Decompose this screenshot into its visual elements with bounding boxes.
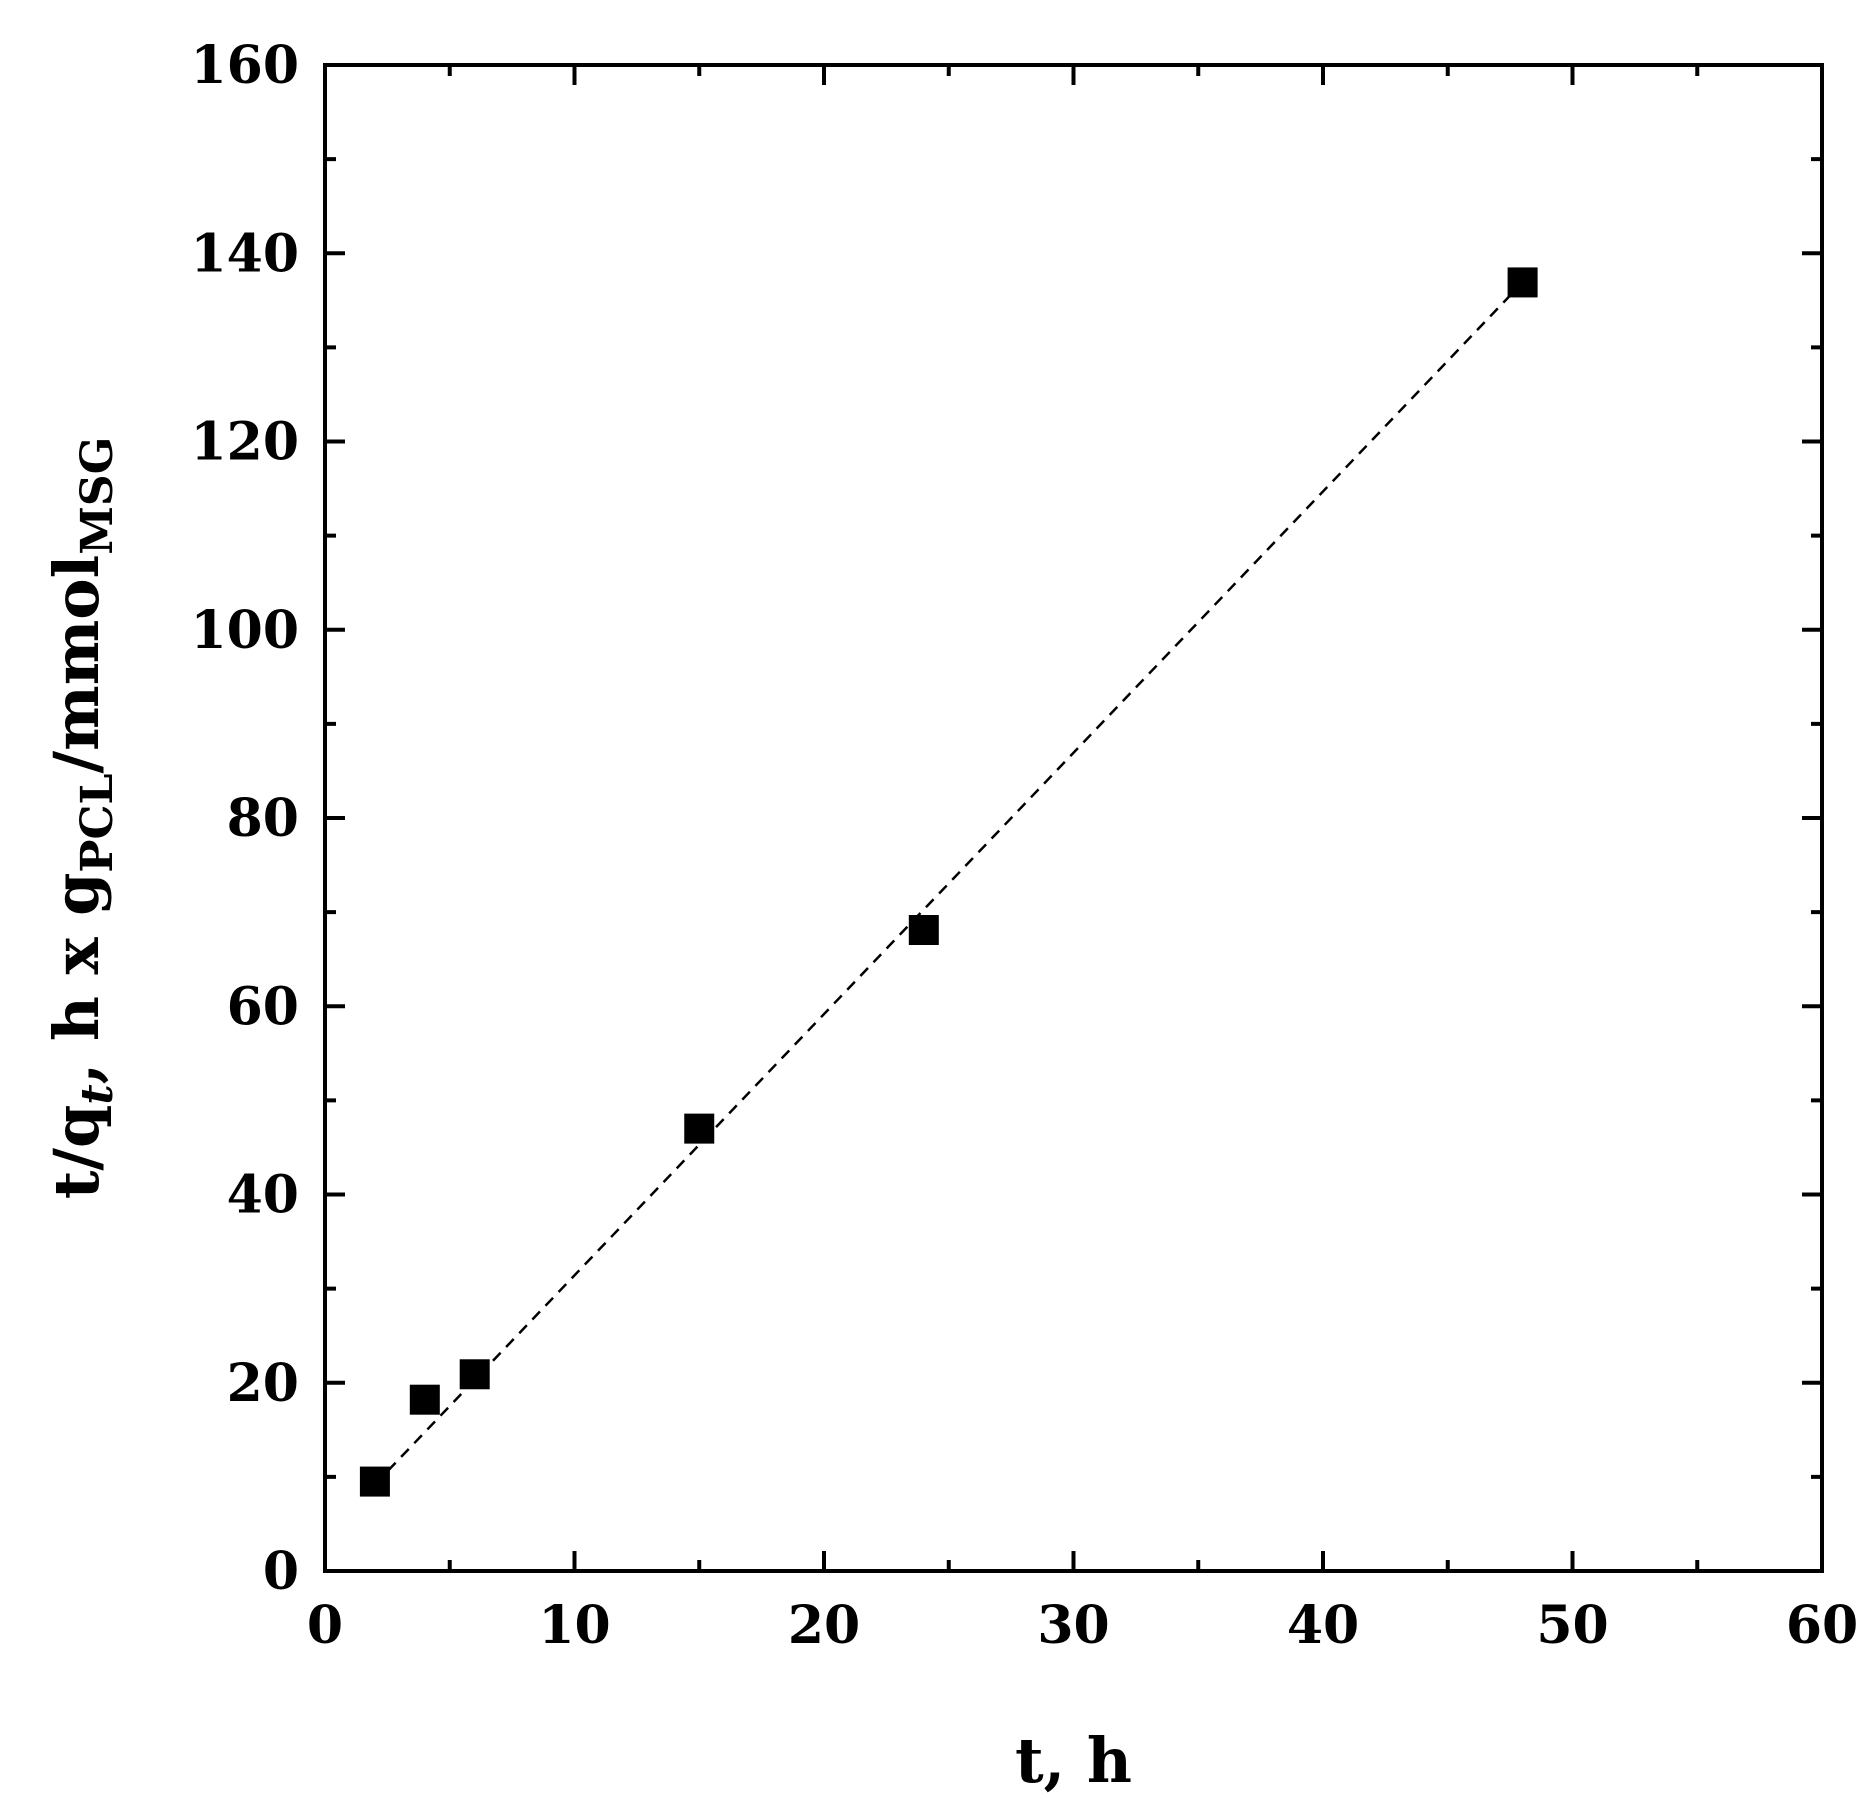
data-point — [359, 1466, 390, 1497]
x-tick-label: 60 — [1786, 1595, 1858, 1656]
y-tick-label: 80 — [227, 788, 299, 849]
x-tick-label: 10 — [538, 1595, 610, 1656]
ticks-layer — [323, 63, 1824, 1573]
data-point — [409, 1384, 440, 1415]
x-tick-label: 50 — [1536, 1595, 1608, 1656]
y-axis-title-part: MSG — [72, 437, 123, 555]
y-tick-label: 60 — [227, 976, 299, 1037]
y-tick-label: 0 — [263, 1541, 299, 1602]
data-point — [908, 915, 939, 946]
y-tick-labels: 0 20 40 60 80 100 120 140 160 — [190, 35, 299, 1602]
plot-frame — [323, 63, 1824, 1573]
data-point — [684, 1113, 715, 1144]
y-tick-label: 120 — [190, 412, 299, 473]
fit-line — [373, 281, 1524, 1486]
x-tick-label: 0 — [307, 1595, 343, 1656]
x-tick-label: 30 — [1037, 1595, 1109, 1656]
points-layer — [359, 267, 1538, 1497]
y-axis-title-part: PCL — [72, 774, 123, 873]
x-axis-title: t, h — [1015, 1724, 1132, 1797]
data-point — [1507, 267, 1538, 298]
fit-layer — [373, 281, 1524, 1486]
data-point — [459, 1359, 490, 1390]
y-axis-title: t/qt, h x gPCL/mmolMSG — [40, 437, 123, 1200]
y-axis-title-part: t/q — [40, 1105, 113, 1200]
y-tick-label: 100 — [190, 600, 299, 661]
y-axis-title-part: , h x g — [40, 873, 113, 1085]
x-tick-label: 20 — [788, 1595, 860, 1656]
x-tick-labels: 0 10 20 30 40 50 60 — [307, 1595, 1858, 1656]
x-tick-label: 40 — [1287, 1595, 1359, 1656]
y-tick-label: 160 — [190, 35, 299, 96]
y-tick-label: 20 — [227, 1353, 299, 1414]
y-tick-label: 140 — [190, 223, 299, 284]
y-tick-label: 40 — [227, 1165, 299, 1226]
y-axis-title-part: t — [72, 1084, 123, 1104]
y-axis-title-part: /mmol — [40, 555, 113, 774]
